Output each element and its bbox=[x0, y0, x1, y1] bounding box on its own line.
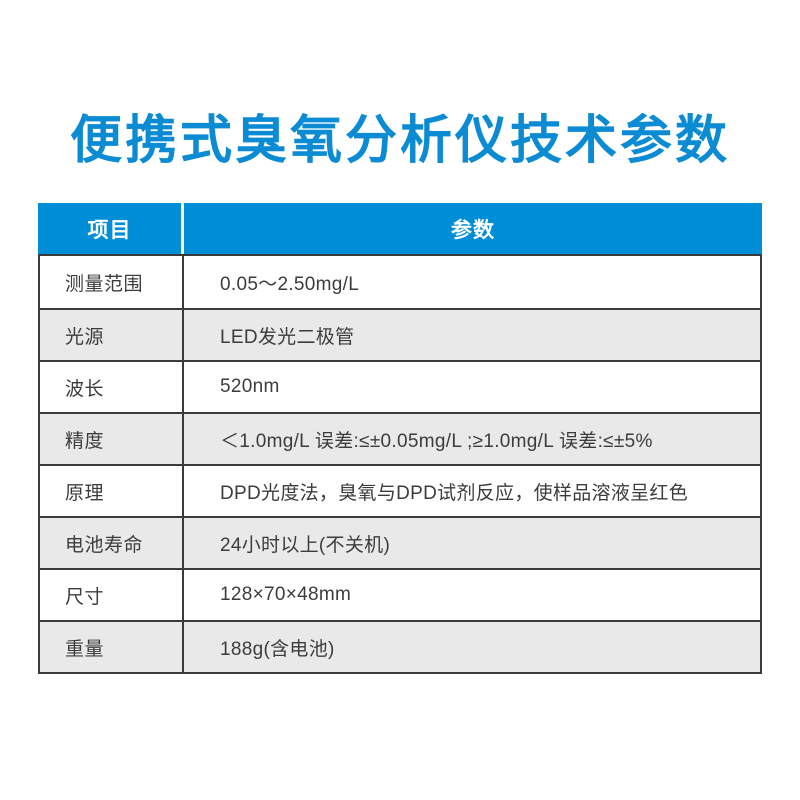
table-row-weight: 重量 188g(含电池) bbox=[40, 620, 760, 672]
table-header-row: 项目 参数 bbox=[38, 203, 762, 254]
table-row-measuring-range: 测量范围 0.05～2.50mg/L bbox=[40, 256, 760, 308]
row-value: 520nm bbox=[220, 376, 280, 397]
spec-table: 项目 参数 测量范围 0.05～2.50mg/L 光源 LED发光二极管 波长 … bbox=[38, 203, 762, 674]
table-row-principle: 原理 DPD光度法，臭氧与DPD试剂反应，使样品溶液呈红色 bbox=[40, 464, 760, 516]
row-label: 波长 bbox=[40, 362, 184, 412]
row-value: 188g(含电池) bbox=[220, 638, 335, 660]
row-value: LED发光二极管 bbox=[220, 326, 355, 348]
table-row-light-source: 光源 LED发光二极管 bbox=[40, 308, 760, 360]
row-value: DPD光度法，臭氧与DPD试剂反应，使样品溶液呈红色 bbox=[220, 482, 689, 504]
row-label: 重量 bbox=[40, 622, 184, 672]
table-header-item: 项目 bbox=[38, 203, 184, 254]
table-row-accuracy: 精度 ＜1.0mg/L 误差:≤±0.05mg/L ;≥1.0mg/L 误差:≤… bbox=[40, 412, 760, 464]
row-label: 测量范围 bbox=[40, 256, 184, 308]
row-label: 电池寿命 bbox=[40, 518, 184, 568]
table-header-param: 参数 bbox=[451, 218, 495, 242]
row-label: 光源 bbox=[40, 310, 184, 360]
row-label: 精度 bbox=[40, 414, 184, 464]
page-title: 便携式臭氧分析仪技术参数 bbox=[69, 112, 730, 170]
row-value: ＜1.0mg/L 误差:≤±0.05mg/L ;≥1.0mg/L 误差:≤±5% bbox=[220, 430, 653, 452]
row-label: 尺寸 bbox=[40, 570, 184, 620]
row-label: 原理 bbox=[40, 466, 184, 516]
row-value: 128×70×48mm bbox=[220, 584, 352, 605]
table-row-wavelength: 波长 520nm bbox=[40, 360, 760, 412]
table-row-battery-life: 电池寿命 24小时以上(不关机) bbox=[40, 516, 760, 568]
table-row-dimensions: 尺寸 128×70×48mm bbox=[40, 568, 760, 620]
row-value: 0.05～2.50mg/L bbox=[220, 273, 360, 295]
table-body: 测量范围 0.05～2.50mg/L 光源 LED发光二极管 波长 520nm … bbox=[38, 254, 762, 674]
row-value: 24小时以上(不关机) bbox=[220, 534, 391, 556]
